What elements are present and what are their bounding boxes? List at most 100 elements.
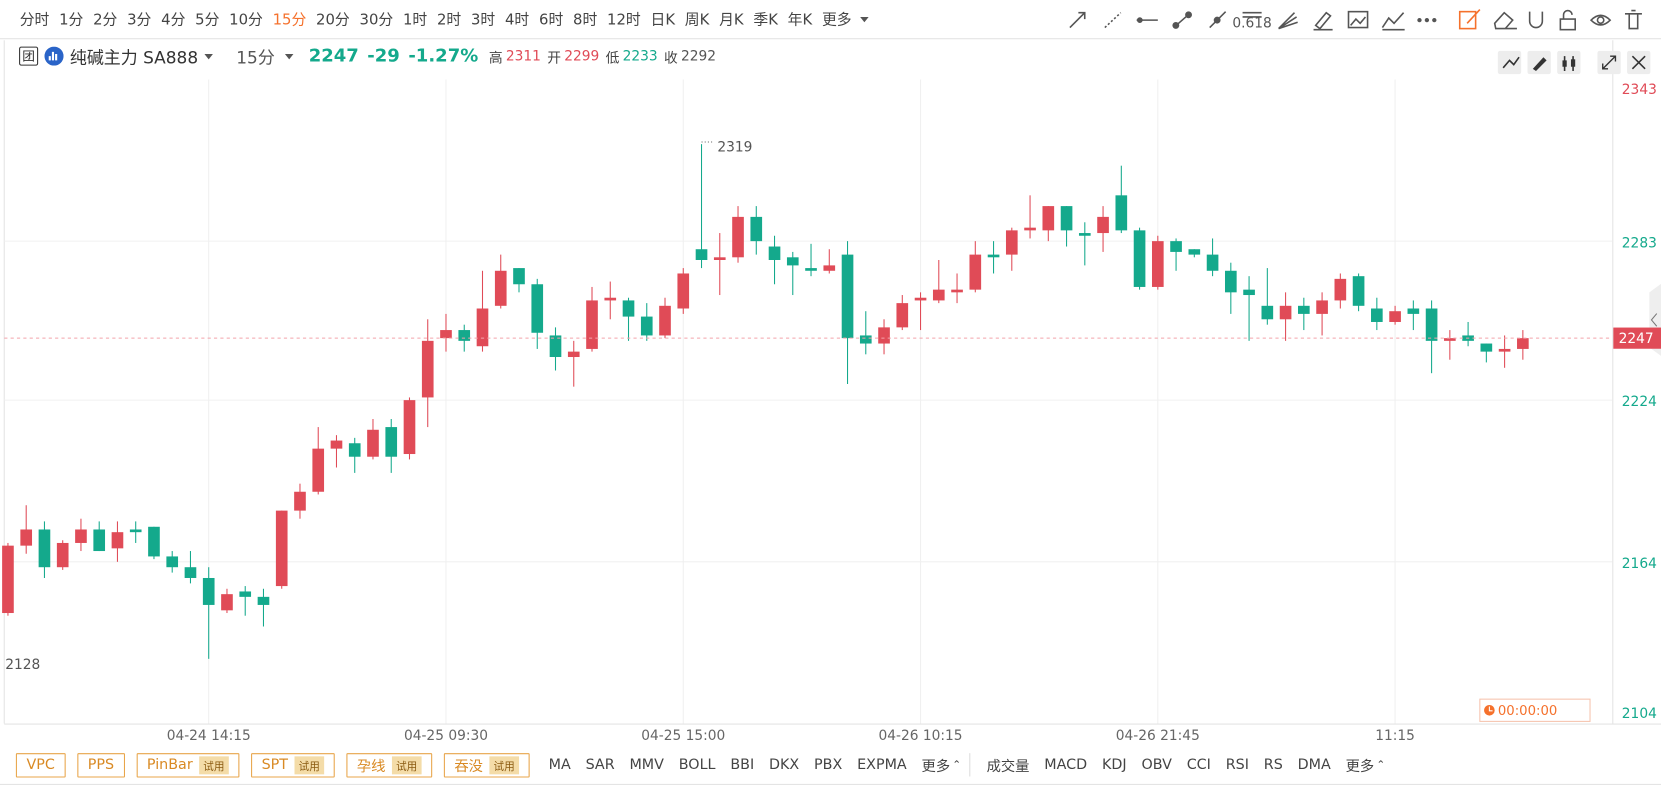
more-button[interactable]: 更多 bbox=[821, 11, 852, 29]
indicator[interactable]: MACD bbox=[1044, 756, 1088, 774]
more-button[interactable]: 更多 bbox=[1345, 758, 1375, 776]
candle-body bbox=[1042, 206, 1055, 231]
candle-body bbox=[677, 273, 690, 309]
stat-label: 低 bbox=[605, 50, 620, 67]
period-button[interactable]: 3时 bbox=[470, 11, 496, 29]
indicator[interactable]: KDJ bbox=[1101, 756, 1127, 774]
indicator[interactable]: RSI bbox=[1225, 756, 1249, 774]
period-button[interactable]: 5分 bbox=[195, 11, 220, 29]
period-button[interactable]: 4时 bbox=[504, 11, 530, 29]
chart-buttons[interactable] bbox=[1497, 50, 1651, 75]
period-button[interactable]: 月K bbox=[719, 11, 744, 29]
indicator[interactable]: BOLL bbox=[678, 756, 716, 774]
indicator[interactable]: BBI bbox=[730, 756, 755, 774]
period-button[interactable]: 10分 bbox=[229, 11, 263, 29]
pattern-button[interactable]: PPS bbox=[77, 752, 125, 778]
period-button[interactable]: 季K bbox=[753, 11, 778, 29]
pattern-label: 吞没 bbox=[454, 758, 483, 776]
stat-value: 2292 bbox=[680, 48, 717, 65]
period-button[interactable]: 6时 bbox=[539, 11, 564, 29]
candle-body bbox=[20, 529, 33, 546]
period-button[interactable]: 分时 bbox=[19, 11, 50, 29]
caret bbox=[859, 16, 869, 22]
indicator[interactable]: DMA bbox=[1297, 756, 1331, 774]
period-button[interactable]: 2分 bbox=[93, 11, 118, 29]
indicator[interactable]: 成交量 bbox=[986, 758, 1030, 776]
header: 团纯碱主力 SA888 15分 2247 -29 -1.27% 高 2311 开 2299 低 22… bbox=[19, 43, 720, 68]
candle-body bbox=[987, 254, 1000, 258]
period-button[interactable]: 30分 bbox=[359, 11, 394, 29]
pattern-button[interactable]: 孕线 试用 bbox=[346, 752, 433, 778]
period-button[interactable]: 3分 bbox=[127, 11, 152, 29]
candle-body bbox=[257, 596, 270, 605]
x-tick-label: 04-25 15:00 bbox=[641, 728, 725, 744]
period-button[interactable]: 12时 bbox=[607, 11, 641, 29]
candle-body bbox=[1407, 308, 1420, 314]
pattern-button[interactable]: PinBar 试用 bbox=[136, 752, 240, 778]
y-tick-label: 2224 bbox=[1622, 394, 1657, 410]
candle-body bbox=[1151, 241, 1164, 287]
period-button[interactable]: 4分 bbox=[161, 11, 186, 29]
indicator[interactable]: DKX bbox=[769, 756, 800, 774]
symbol[interactable]: 纯碱主力 SA888 bbox=[69, 47, 199, 68]
period-button[interactable]: 20分 bbox=[316, 11, 350, 29]
pattern-button[interactable]: VPC bbox=[15, 752, 66, 778]
indicator[interactable]: OBV bbox=[1141, 756, 1172, 774]
indicator[interactable]: RS bbox=[1263, 756, 1283, 774]
period-button[interactable]: 日K bbox=[650, 11, 676, 29]
candle-body bbox=[239, 591, 252, 597]
candle-body bbox=[1170, 241, 1182, 252]
period-button[interactable]: 2时 bbox=[436, 11, 462, 29]
indicator[interactable]: MA bbox=[548, 756, 571, 774]
candle-body bbox=[1024, 227, 1036, 231]
low-annotation: 2128 bbox=[5, 657, 40, 673]
pattern-label: VPC bbox=[26, 756, 55, 774]
drawing-tools[interactable]: 0.618 bbox=[1069, 8, 1642, 32]
candle-body bbox=[312, 448, 325, 492]
candle-body bbox=[1005, 230, 1018, 255]
period-button[interactable]: 15分 bbox=[272, 11, 307, 29]
period-button[interactable]: 周K bbox=[684, 11, 710, 29]
candle-body bbox=[549, 335, 562, 358]
pattern-button[interactable]: 吞没 试用 bbox=[443, 752, 530, 778]
candle-body bbox=[1206, 254, 1219, 271]
period[interactable]: 15分 bbox=[236, 47, 275, 68]
indicator[interactable]: SAR bbox=[585, 756, 615, 774]
x-tick-label: 11:15 bbox=[1375, 728, 1415, 744]
last-price-tag bbox=[1613, 327, 1661, 349]
change: -29 bbox=[367, 45, 400, 67]
candle-body bbox=[1480, 343, 1493, 352]
collapse-icon[interactable] bbox=[1650, 313, 1658, 327]
period-button[interactable]: 8时 bbox=[573, 11, 598, 29]
stat-value: 2299 bbox=[564, 48, 600, 65]
trial-tag: 试用 bbox=[199, 755, 229, 774]
more-button[interactable]: 更多 bbox=[921, 758, 951, 776]
candle-body bbox=[750, 216, 763, 242]
period-button[interactable]: 1分 bbox=[59, 11, 84, 29]
indicator[interactable]: PBX bbox=[814, 756, 843, 774]
candle-body bbox=[38, 529, 51, 568]
period-button[interactable]: 1时 bbox=[402, 11, 428, 29]
y-tick-label: 2104 bbox=[1622, 706, 1657, 722]
period-bar: 分时 1分 2分 3分 4分 5分 10分 15分 20分 30分 1时 2时 3时 4时 6时 8时 12时日… bbox=[15, 6, 869, 31]
pattern-button[interactable]: SPT 试用 bbox=[250, 752, 335, 778]
candle-body bbox=[695, 249, 708, 261]
x-tick-label: 04-26 21:45 bbox=[1116, 728, 1200, 744]
indicator[interactable]: EXPMA bbox=[857, 756, 907, 774]
candle-body bbox=[640, 316, 653, 336]
candle-body bbox=[458, 330, 471, 341]
indicator[interactable]: CCI bbox=[1186, 756, 1211, 774]
stat-label: 开 bbox=[547, 50, 562, 67]
candle-body bbox=[1133, 230, 1146, 287]
candle-body bbox=[129, 529, 142, 533]
period-button[interactable]: 年K bbox=[787, 11, 813, 29]
candle-body bbox=[1316, 300, 1328, 314]
y-tick-label: 2343 bbox=[1622, 82, 1657, 98]
candle-body bbox=[841, 254, 854, 339]
x-tick-label: 04-26 10:15 bbox=[879, 728, 963, 744]
trial-tag: 试用 bbox=[391, 755, 422, 774]
candle-body bbox=[93, 529, 106, 552]
indicator[interactable]: MMV bbox=[629, 756, 664, 774]
